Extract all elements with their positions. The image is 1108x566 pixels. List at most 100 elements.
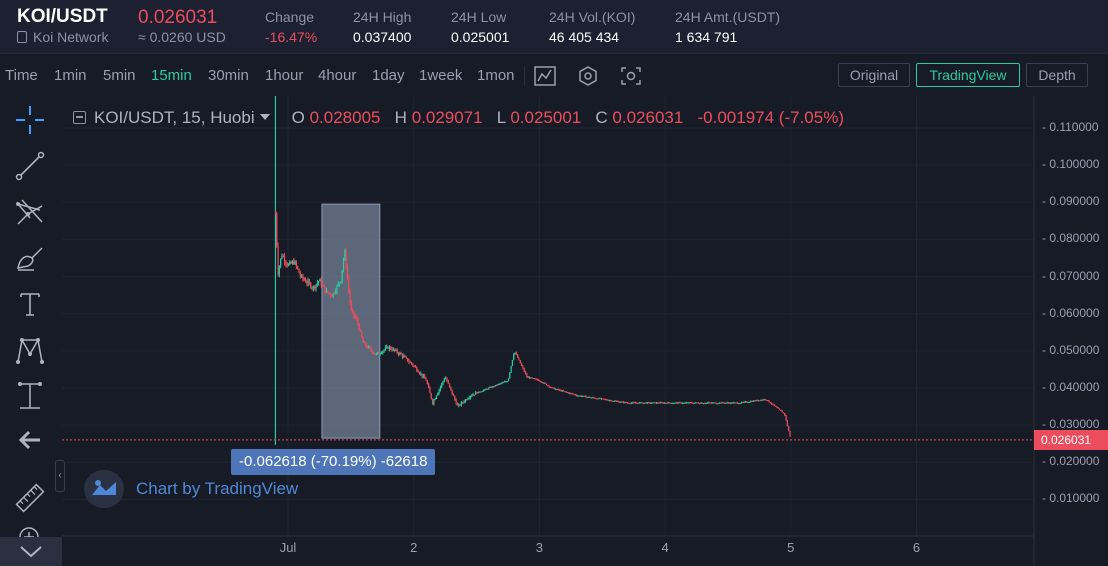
candle: [575, 395, 578, 397]
candle: [298, 269, 300, 274]
interval-1min[interactable]: 1min: [54, 67, 87, 84]
projection-icon[interactable]: [14, 380, 46, 412]
candle: [357, 319, 359, 325]
candle: [676, 402, 679, 404]
interval-5min[interactable]: 5min: [103, 67, 136, 84]
settings-icon[interactable]: [577, 66, 599, 86]
candle: [473, 394, 476, 396]
view-original-button[interactable]: Original: [838, 63, 910, 87]
candle: [391, 349, 393, 351]
candle: [710, 402, 713, 404]
candle: [549, 386, 551, 388]
candle: [465, 399, 468, 401]
candle: [348, 277, 350, 291]
candle: [445, 378, 447, 380]
candle: [679, 402, 681, 404]
candle: [518, 357, 520, 361]
candle: [532, 378, 534, 380]
interval-30min[interactable]: 30min: [208, 67, 249, 84]
candle: [400, 352, 402, 355]
candle: [285, 261, 287, 264]
price-tick-label: - 0.090000: [1042, 194, 1100, 209]
price-chart[interactable]: [62, 96, 1108, 566]
candle: [418, 372, 421, 374]
text-icon[interactable]: [14, 288, 46, 320]
candle: [435, 395, 438, 399]
candle: [637, 402, 639, 404]
candle: [342, 259, 345, 271]
candle: [748, 401, 751, 403]
candle: [691, 402, 693, 404]
candle: [475, 392, 477, 395]
interval-1day[interactable]: 1day: [372, 67, 405, 84]
candle: [421, 373, 423, 377]
price-tick-label: - 0.020000: [1042, 454, 1100, 469]
candle: [579, 395, 582, 397]
candle: [498, 383, 500, 385]
pattern-icon[interactable]: [14, 334, 46, 366]
scroll-down-button[interactable]: [0, 537, 62, 566]
view-tradingview-button[interactable]: TradingView: [916, 63, 1020, 87]
interval-1mon[interactable]: 1mon: [477, 67, 515, 84]
candle: [356, 317, 358, 320]
interval-1week[interactable]: 1week: [419, 67, 463, 84]
candle: [621, 401, 624, 403]
candle: [650, 402, 652, 404]
view-depth-button[interactable]: Depth: [1026, 63, 1088, 87]
candle: [297, 266, 299, 270]
candle: [638, 402, 641, 404]
pitchfork-icon[interactable]: [14, 196, 46, 228]
collapse-legend-icon[interactable]: [73, 111, 86, 124]
legend-symbol[interactable]: KOI/USDT, 15, Huobi: [94, 108, 255, 127]
interval-1hour[interactable]: 1hour: [265, 67, 304, 84]
candle: [496, 384, 498, 386]
pair-name[interactable]: KOI/USDT: [17, 6, 108, 27]
candle: [481, 391, 483, 393]
candle: [633, 402, 635, 404]
candle: [429, 387, 431, 394]
ruler-icon[interactable]: [14, 482, 46, 514]
crosshair-icon[interactable]: [14, 104, 46, 136]
candle: [772, 404, 774, 406]
candle: [325, 290, 328, 293]
candle: [517, 354, 519, 358]
tradingview-watermark[interactable]: Chart by TradingView: [84, 470, 298, 508]
candle: [769, 402, 771, 404]
candle: [396, 349, 398, 353]
candle: [651, 402, 654, 404]
stat-vol-value: 46 405 434: [549, 29, 620, 45]
candle: [312, 286, 315, 289]
candle: [350, 302, 352, 310]
candle: [331, 295, 333, 297]
candle: [704, 403, 706, 405]
candle: [287, 264, 290, 266]
brush-icon[interactable]: [14, 242, 46, 274]
candle: [376, 352, 379, 354]
candle: [328, 292, 330, 294]
candle: [472, 394, 474, 396]
candle: [761, 399, 764, 401]
candle: [603, 398, 605, 400]
chevron-down-icon[interactable]: [259, 114, 270, 120]
fullscreen-icon[interactable]: [620, 66, 642, 86]
candle: [373, 352, 375, 354]
candle: [617, 401, 620, 403]
candle: [382, 351, 384, 353]
candle: [383, 349, 385, 352]
candle: [428, 383, 430, 388]
back-arrow-icon[interactable]: [14, 424, 46, 456]
last-price-usd: ≈ 0.0260 USD: [138, 29, 226, 45]
interval-4hour[interactable]: 4hour: [318, 67, 357, 84]
indicator-icon[interactable]: [534, 66, 556, 86]
collapse-toolbar-tab[interactable]: ‹: [55, 460, 65, 492]
legend-change: -0.001974 (-7.05%): [697, 108, 844, 127]
interval-time[interactable]: Time: [5, 67, 38, 84]
interval-15min[interactable]: 15min: [151, 67, 192, 84]
candle: [731, 402, 734, 404]
candle: [655, 402, 658, 404]
stat-change-value: -16.47%: [265, 29, 318, 45]
candle: [425, 378, 427, 381]
candle: [744, 401, 747, 403]
candle: [726, 402, 728, 404]
trend-line-icon[interactable]: [14, 150, 46, 182]
